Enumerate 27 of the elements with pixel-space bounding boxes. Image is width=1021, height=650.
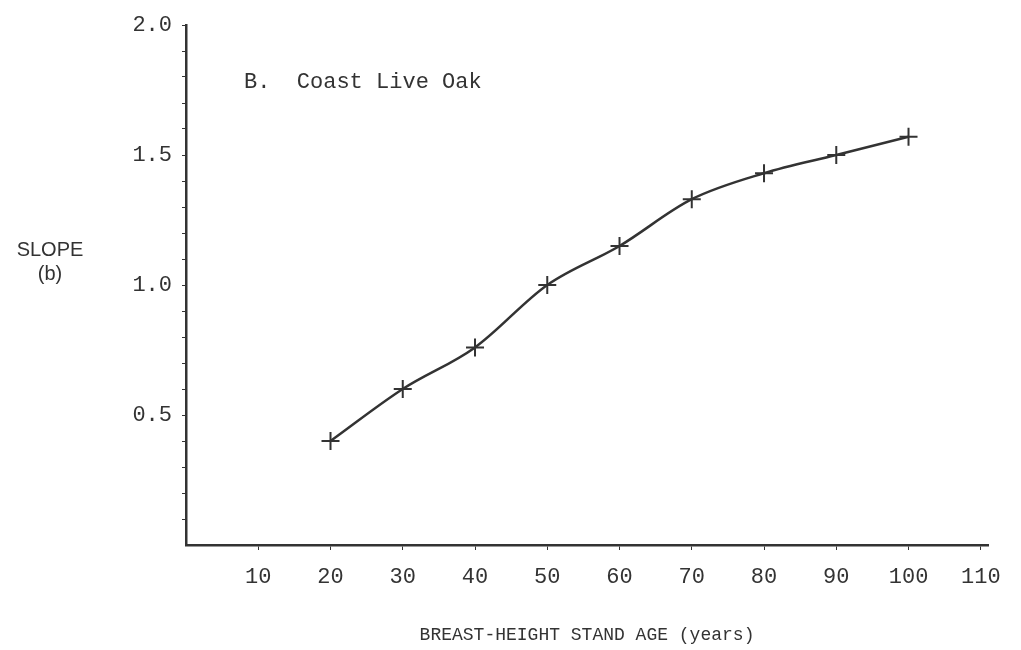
point — [898, 126, 919, 147]
point — [320, 431, 341, 451]
point — [681, 189, 702, 210]
x-axis-title: BREAST-HEIGHT STAND AGE (years) — [419, 624, 755, 645]
x-tick-label: 40 — [461, 565, 489, 591]
x-tick-label: 60 — [606, 565, 633, 591]
x-tick-label: 20 — [317, 565, 344, 591]
y-tick-label: 1.0 — [132, 272, 172, 298]
x-tick-label: 110 — [960, 565, 1001, 591]
point — [754, 163, 775, 184]
x-tick-label: 10 — [245, 565, 272, 591]
x-tick-label: 70 — [678, 565, 705, 591]
x-tick-label: 80 — [750, 565, 778, 591]
point — [537, 275, 558, 295]
x-tick-label: 50 — [534, 565, 561, 591]
x-tick-label: 30 — [389, 565, 416, 591]
y-tick-label: 0.5 — [132, 402, 172, 428]
x-tick-label: 100 — [888, 565, 929, 591]
point — [826, 145, 847, 165]
point — [609, 236, 630, 256]
y-tick-label: 1.5 — [132, 142, 172, 168]
y-axis-title: SLOPE (b) — [16, 237, 84, 284]
y-tick-label: 2.0 — [132, 12, 172, 38]
annotation: B. Coast Live Oak — [244, 69, 482, 95]
x-tick-label: 90 — [823, 565, 850, 591]
point — [392, 379, 413, 399]
point — [465, 337, 486, 358]
